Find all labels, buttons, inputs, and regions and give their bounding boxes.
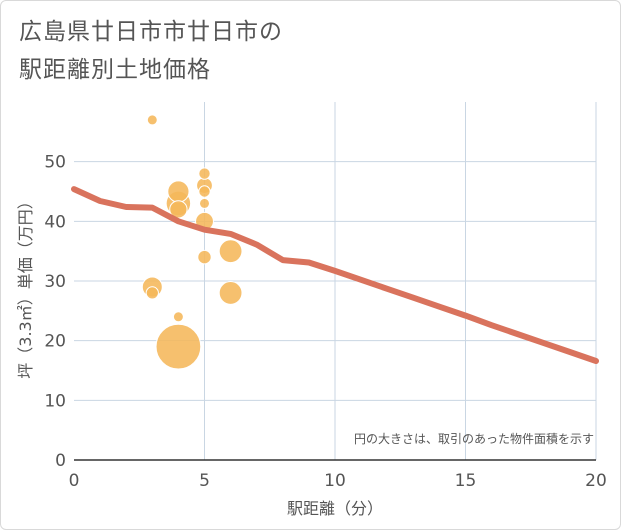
x-tick-label-0: 0 bbox=[69, 471, 80, 491]
y-tick-label-30: 30 bbox=[44, 272, 66, 292]
bubble-point bbox=[146, 114, 158, 126]
x-tick-label-15: 15 bbox=[455, 471, 477, 491]
bubble-series bbox=[141, 114, 243, 370]
x-axis-label: 駅距離（分） bbox=[287, 499, 383, 518]
y-tick-label-0: 0 bbox=[55, 451, 66, 471]
trend-line bbox=[71, 186, 599, 364]
y-axis-ticks: 0 10 20 30 40 50 bbox=[44, 153, 66, 471]
chart-title: 広島県廿日市市廿日市の 駅距離別土地価格 bbox=[19, 13, 283, 89]
y-tick-label-40: 40 bbox=[44, 212, 66, 232]
y-axis-label: 坪（3.3㎡）単価（万円） bbox=[16, 193, 35, 378]
grid bbox=[74, 102, 597, 460]
bubble-point bbox=[145, 286, 159, 300]
x-tick-label-5: 5 bbox=[199, 471, 210, 491]
bubble-point bbox=[198, 185, 211, 198]
y-tick-label-50: 50 bbox=[44, 153, 66, 173]
size-note: 円の大きさは、取引のあった物件面積を示す bbox=[354, 431, 594, 446]
bubble-point bbox=[167, 180, 190, 203]
y-tick-label-20: 20 bbox=[44, 332, 66, 352]
bubble-point bbox=[155, 323, 202, 370]
x-axis-ticks: 0 5 10 15 20 bbox=[69, 471, 607, 491]
y-tick-label-10: 10 bbox=[44, 391, 66, 411]
bubble-point bbox=[198, 167, 211, 180]
bubble-point bbox=[199, 197, 210, 209]
bubble-point bbox=[172, 311, 184, 323]
bubble-point bbox=[218, 239, 243, 264]
x-tick-label-20: 20 bbox=[585, 471, 607, 491]
bubble-point bbox=[197, 249, 212, 265]
x-tick-label-10: 10 bbox=[324, 471, 346, 491]
chart-title-line-2: 駅距離別土地価格 bbox=[19, 57, 211, 83]
chart-title-line-1: 広島県廿日市市廿日市の bbox=[19, 19, 283, 45]
bubble-point bbox=[218, 281, 243, 305]
